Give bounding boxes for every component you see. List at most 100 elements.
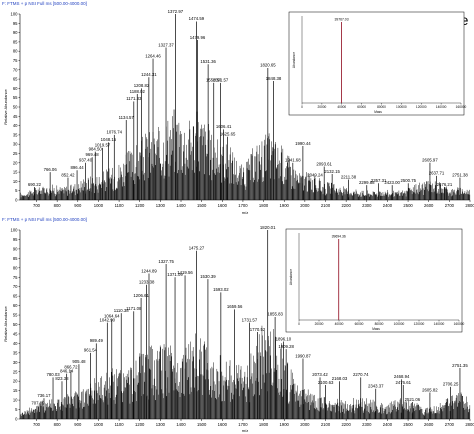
y-axis-label: Relative Abundance xyxy=(3,88,8,124)
peak-label: 1188.02 xyxy=(130,89,146,94)
peak-label: 2500.75 xyxy=(400,178,416,183)
peak-label: 1941.68 xyxy=(285,158,301,163)
peak-label: 1208.82 xyxy=(134,83,150,88)
x-tick-label: 1200 xyxy=(135,203,145,208)
peak-label: 780.03 xyxy=(46,372,60,377)
y-tick-label: 55 xyxy=(13,313,18,318)
y-tick-label: 20 xyxy=(13,160,18,165)
inset-x-tick-label: 140000 xyxy=(434,322,445,326)
peak-label: 1110.38 xyxy=(114,308,130,313)
peak-label: 690.22 xyxy=(28,182,42,187)
y-tick-label: 55 xyxy=(13,95,18,100)
y-tick-label: 15 xyxy=(13,170,18,175)
x-ticks: 700 800 900 1000 1100 1200 1300 1400 1500 1600 170… xyxy=(33,419,474,427)
peak-label: 2751.38 xyxy=(452,172,468,177)
peak-label: 2299.88 xyxy=(359,180,375,185)
x-tick-label: 2200 xyxy=(341,422,351,427)
peak-label: 852.42 xyxy=(61,172,75,177)
x-tick-label: 1800 xyxy=(259,203,269,208)
y-tick-label: 100 xyxy=(11,12,19,17)
x-tick-label: 1500 xyxy=(197,203,207,208)
x-tick-label: 1900 xyxy=(280,422,290,427)
deconvoluted-mass-inset: 0 20000 40000 60000 80000 100000 120000 140000 1… xyxy=(285,228,465,333)
x-tick-label: 2500 xyxy=(403,422,413,427)
inset-x-tick-label: 60000 xyxy=(357,105,366,109)
inset-x-tick-label: 160000 xyxy=(456,105,467,109)
x-tick-label: 2200 xyxy=(341,203,351,208)
peak-label: 1134.57 xyxy=(119,115,135,120)
inset-x-tick-label: 120000 xyxy=(416,105,427,109)
spectrum-envelope xyxy=(20,109,471,200)
inset-frame xyxy=(285,228,463,333)
y-tick-label: 70 xyxy=(13,284,18,289)
peak-label: 1171.33 xyxy=(126,96,142,101)
peak-label: 823.38 xyxy=(55,376,69,381)
peak-label: 707.09 xyxy=(31,401,45,406)
peak-label: 1042.90 xyxy=(100,317,116,322)
x-axis-label: m/z xyxy=(242,210,248,215)
peak-label: 2521.06 xyxy=(405,397,421,402)
peak-label: 989.49 xyxy=(90,338,104,343)
x-tick-label: 2300 xyxy=(362,203,372,208)
peak-label: 1233.38 xyxy=(139,280,155,285)
x-tick-label: 2000 xyxy=(300,422,310,427)
inset-x-tick-label: 40000 xyxy=(335,322,344,326)
y-tick-label: 5 xyxy=(15,407,18,412)
peak-label: 937.40 xyxy=(79,158,93,163)
peak-label: 2211.38 xyxy=(341,174,357,179)
inset-y-label: Abundance xyxy=(289,269,293,285)
x-tick-label: 2100 xyxy=(321,422,331,427)
peak-label: 1479.96 xyxy=(190,35,206,40)
peak-label: 1327.75 xyxy=(158,259,174,264)
x-tick-label: 1800 xyxy=(259,422,269,427)
inset-x-ticks: 0 20000 40000 60000 80000 100000 120000 140000 1… xyxy=(298,320,465,326)
peak-label: 905.48 xyxy=(72,359,86,364)
y-tick-label: 100 xyxy=(11,228,19,233)
x-tick-label: 1400 xyxy=(176,422,186,427)
y-tick-label: 20 xyxy=(13,379,18,384)
y-tick-label: 80 xyxy=(13,265,18,270)
peak-label: 1593.02 xyxy=(213,287,229,292)
peak-label: 2100.63 xyxy=(318,380,334,385)
envelope-trace xyxy=(20,325,471,419)
peak-label: 2751.35 xyxy=(452,363,468,368)
peak-label: 1371.09 xyxy=(167,272,183,277)
x-tick-label: 700 xyxy=(33,203,41,208)
inset-y-label: Abundance xyxy=(292,52,296,68)
peak-label: 766.06 xyxy=(44,167,58,172)
x-tick-label: 2700 xyxy=(445,422,455,427)
y-tick-label: 35 xyxy=(13,132,18,137)
x-tick-label: 2100 xyxy=(321,203,331,208)
peak-label: 1064.64 xyxy=(104,314,120,319)
peak-label: 1731.57 xyxy=(242,317,258,322)
y-tick-label: 30 xyxy=(13,142,18,147)
inset-x-tick-label: 80000 xyxy=(377,105,386,109)
y-tick-label: 65 xyxy=(13,77,18,82)
peak-label: 2343.37 xyxy=(368,384,384,389)
y-ticks: 0 5 10 15 20 25 30 35 40 45 50 55 60 65 70 75 80 85 90 95 10… xyxy=(11,12,20,203)
envelope-trace xyxy=(20,109,471,200)
inset-x-tick-label: 60000 xyxy=(355,322,364,326)
peak-label: 2706.25 xyxy=(443,382,459,387)
x-tick-label: 2600 xyxy=(424,203,434,208)
peak-label: 961.54 xyxy=(84,348,98,353)
y-tick-label: 10 xyxy=(13,179,18,184)
y-tick-label: 40 xyxy=(13,123,18,128)
deconvoluted-peak-label: 39767.03 xyxy=(334,18,348,22)
x-tick-label: 800 xyxy=(54,422,62,427)
y-tick-label: 70 xyxy=(13,67,18,72)
x-axis-label: m/z xyxy=(242,428,248,433)
peak-label: 1820.01 xyxy=(260,225,276,230)
y-tick-label: 75 xyxy=(13,58,18,63)
deconvoluted-peak-label: 39694.36 xyxy=(332,235,346,239)
x-tick-label: 2600 xyxy=(424,422,434,427)
peak-label: 1770.52 xyxy=(250,327,266,332)
x-tick-label: 2400 xyxy=(383,203,393,208)
peak-label: 2476.61 xyxy=(395,380,411,385)
y-tick-label: 95 xyxy=(13,237,18,242)
peak-label: 984.50 xyxy=(89,146,103,151)
inset-x-tick-label: 80000 xyxy=(375,322,384,326)
y-tick-label: 0 xyxy=(15,417,18,422)
